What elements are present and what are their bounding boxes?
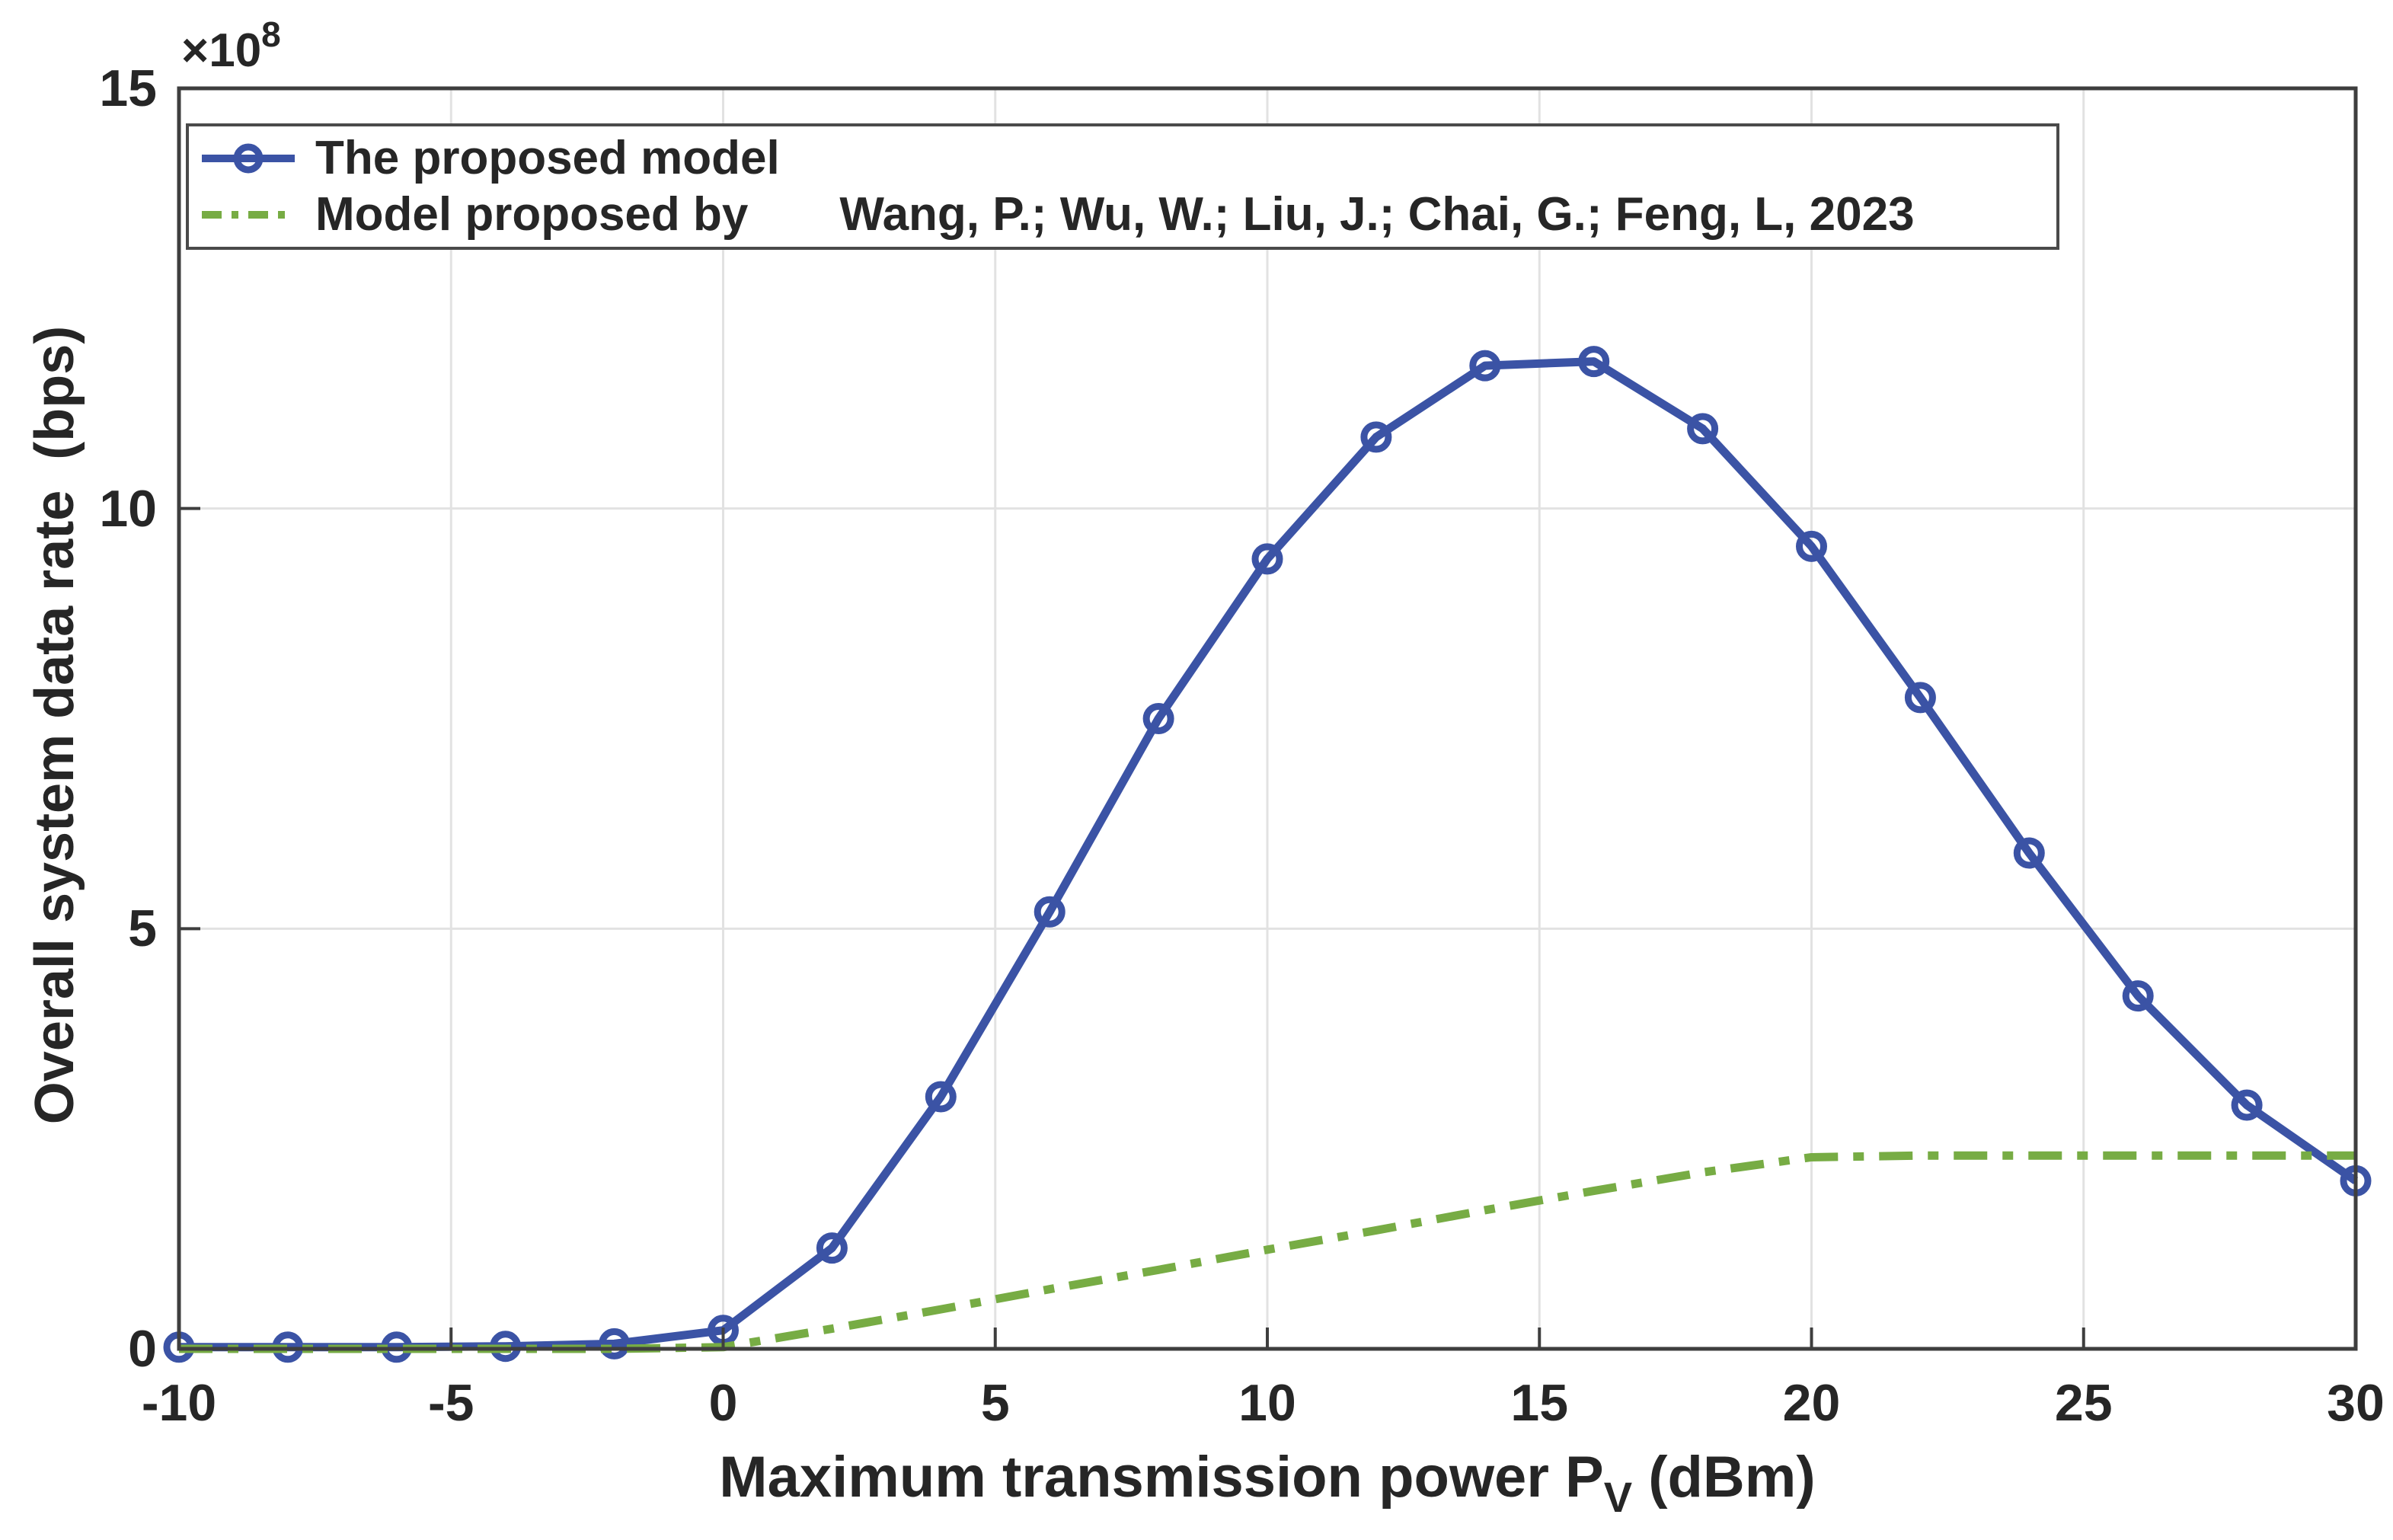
data-point-marker xyxy=(925,1081,957,1113)
x-tick-label: -5 xyxy=(428,1374,474,1432)
x-tick-label: 15 xyxy=(1510,1374,1569,1432)
data-point-marker xyxy=(816,1232,848,1264)
data-point-marker xyxy=(2013,837,2045,869)
legend-line-sample-baseline-model xyxy=(202,210,295,219)
data-point-marker xyxy=(2122,980,2154,1012)
data-point-marker xyxy=(1142,703,1174,734)
data-point-marker xyxy=(1687,413,1719,445)
data-point-marker xyxy=(1360,421,1392,453)
legend-label-proposed-model: The proposed model xyxy=(315,132,780,185)
x-tick-label: 5 xyxy=(980,1374,1010,1432)
x-tick-label: 0 xyxy=(708,1374,738,1432)
legend-entry-baseline-model: Model proposed by Wang, P.; Wu, W.; Liu,… xyxy=(200,187,2056,241)
data-point-marker xyxy=(1578,346,1610,378)
legend-label-baseline-model: Model proposed by xyxy=(315,187,749,241)
series-line-baseline-model xyxy=(179,1151,2356,1353)
series-line-proposed-model xyxy=(179,357,2359,1352)
data-point-marker xyxy=(599,1328,631,1359)
legend-label-spacer xyxy=(748,214,839,215)
y-axis-label: Overall system data rate (bps) xyxy=(24,325,85,1125)
y-axis-exponent-base: ×10 xyxy=(181,24,262,77)
y-tick-label: 5 xyxy=(128,899,157,958)
legend-line-sample-proposed-model xyxy=(202,143,295,174)
x-tick-label: 25 xyxy=(2054,1374,2113,1432)
x-axis-label-subscript: V xyxy=(1603,1473,1633,1521)
data-point-marker xyxy=(2231,1089,2263,1121)
legend-entry-proposed-model: The proposed model xyxy=(200,135,2056,182)
y-tick-label: 15 xyxy=(99,59,157,117)
x-tick-label: 20 xyxy=(1782,1374,1841,1432)
data-point-marker xyxy=(1904,682,1936,714)
x-axis-label-text: Maximum transmission power P xyxy=(719,1445,1604,1510)
y-axis-exponent-label: ×108 xyxy=(181,17,281,77)
legend-label-baseline-citation: Wang, P.; Wu, W.; Liu, J.; Chai, G.; Fen… xyxy=(839,187,1915,241)
data-point-marker xyxy=(1469,350,1501,382)
data-point-marker xyxy=(1251,543,1283,575)
x-tick-label: -10 xyxy=(141,1374,217,1432)
x-axis-label: Maximum transmission power PV (dBm) xyxy=(179,1445,2356,1521)
legend-box: The proposed model Model proposed by Wan… xyxy=(186,123,2059,250)
y-axis-exponent-sup: 8 xyxy=(261,14,281,54)
data-point-marker xyxy=(1034,896,1066,928)
y-tick-label: 10 xyxy=(99,479,157,538)
x-tick-label: 30 xyxy=(2327,1374,2385,1432)
x-tick-label: 10 xyxy=(1238,1374,1296,1432)
y-tick-label: 0 xyxy=(128,1320,157,1378)
x-axis-label-unit: (dBm) xyxy=(1632,1445,1816,1510)
data-point-marker xyxy=(1796,530,1827,562)
